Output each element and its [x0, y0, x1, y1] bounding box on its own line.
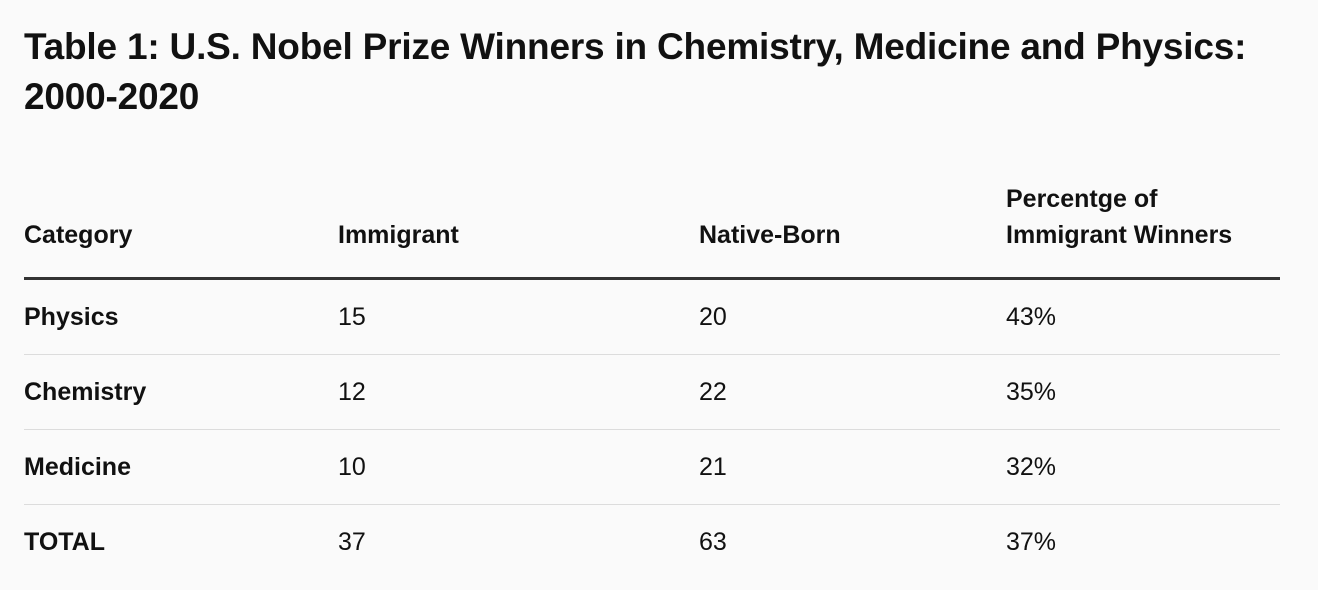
cell-immigrant: 12	[338, 354, 699, 430]
header-native-born: Native-Born	[699, 178, 1006, 280]
cell-percentage: 35%	[1006, 354, 1280, 430]
table-title: Table 1: U.S. Nobel Prize Winners in Che…	[24, 26, 1247, 117]
cell-percentage: 32%	[1006, 429, 1280, 505]
cell-native-born: 21	[699, 429, 1006, 505]
cell-native-born: 20	[699, 278, 1006, 355]
header-immigrant: Immigrant	[338, 178, 699, 280]
cell-immigrant: 37	[338, 527, 366, 556]
table-header: Category Immigrant Native-Born Percentge…	[24, 178, 1280, 280]
cell-immigrant: 10	[338, 429, 699, 505]
cell-native-born: 63	[699, 527, 727, 556]
cell-immigrant: 15	[338, 278, 699, 355]
table-body: Physics 15 20 43% Chemistry 12 22 35% Me…	[24, 278, 1280, 579]
cell-category: TOTAL	[24, 527, 106, 556]
cell-percentage: 37%	[1006, 527, 1057, 556]
table-row: Medicine 10 21 32%	[24, 429, 1280, 505]
cell-category: Medicine	[24, 429, 338, 505]
cell-percentage: 43%	[1006, 278, 1280, 355]
cell-category: Chemistry	[24, 354, 338, 430]
nobel-winners-table: Category Immigrant Native-Born Percentge…	[24, 178, 1280, 579]
cell-category: Physics	[24, 278, 338, 355]
table-row-total: TOTAL 37 63 37%	[24, 504, 1280, 579]
header-category: Category	[24, 178, 338, 280]
header-percentage: Percentge of Immigrant Winners	[1006, 178, 1280, 280]
cell-native-born: 22	[699, 354, 1006, 430]
header-row: Category Immigrant Native-Born Percentge…	[24, 178, 1280, 280]
table-row: Physics 15 20 43%	[24, 278, 1280, 355]
table-row: Chemistry 12 22 35%	[24, 354, 1280, 430]
